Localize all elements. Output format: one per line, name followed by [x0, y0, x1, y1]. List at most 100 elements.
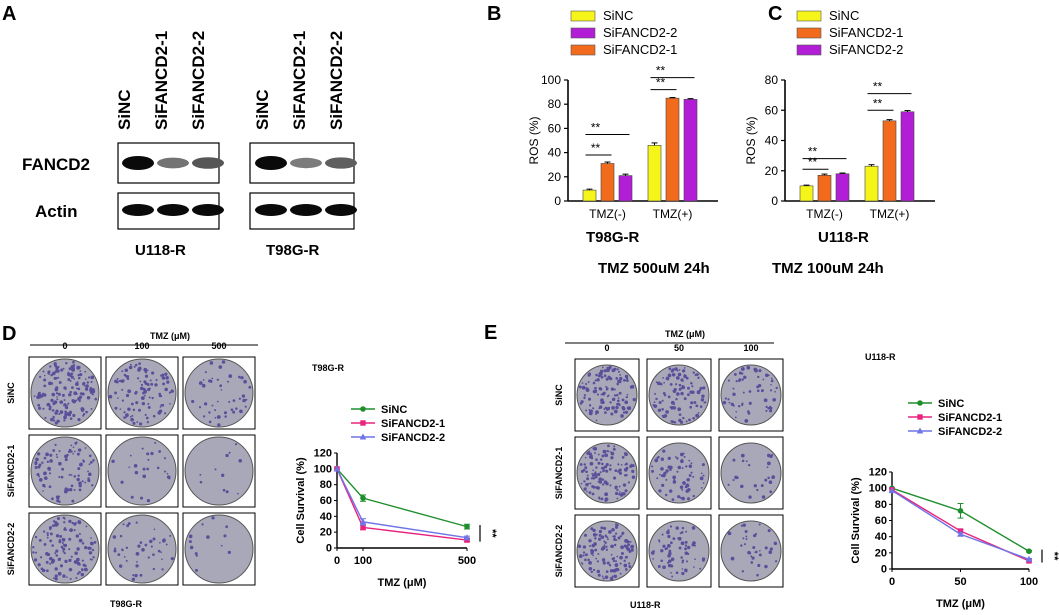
colony-dot	[58, 476, 61, 478]
colony-dot	[604, 465, 608, 469]
colony-dot	[34, 466, 38, 470]
colony-dot	[681, 568, 684, 570]
colony-dot	[34, 462, 38, 466]
x-axis-label: TMZ (μM)	[378, 577, 427, 589]
data-point	[957, 508, 964, 514]
colony-dot	[578, 554, 583, 559]
colony-dot	[756, 488, 759, 492]
colony-dot	[208, 411, 211, 414]
colony-dot	[125, 413, 129, 417]
dose-label: 0	[604, 343, 609, 353]
colony-dot	[46, 554, 49, 556]
colony-dot	[598, 405, 603, 409]
colony-dot	[699, 476, 704, 481]
colony-dot	[85, 525, 88, 528]
colony-dot	[600, 467, 603, 470]
colony-dot	[132, 574, 135, 577]
colony-dot	[143, 394, 146, 397]
colony-dot	[141, 447, 144, 450]
colony-dot	[617, 379, 621, 383]
colony-dot	[79, 462, 83, 467]
colony-dot	[740, 453, 745, 458]
colony-dot	[680, 556, 683, 559]
colony-dot	[674, 367, 678, 371]
colony-dot	[226, 380, 229, 383]
colony-dot	[73, 378, 75, 380]
colony-dot	[589, 482, 592, 485]
colony-dot	[622, 407, 626, 411]
colony-dot	[612, 559, 615, 563]
colony-dot	[663, 394, 667, 397]
colony-dot	[616, 488, 619, 492]
colony-dot	[597, 553, 600, 555]
colony-dot	[132, 421, 136, 425]
colony-dot	[52, 402, 56, 405]
colony-dot	[68, 410, 73, 414]
colony-dot	[65, 529, 68, 531]
colony-dot	[745, 535, 748, 538]
colony-dot	[604, 492, 608, 497]
colony-dot	[85, 410, 88, 414]
colony-dot	[34, 551, 37, 554]
colony-dot	[51, 544, 54, 547]
colony-dot	[583, 463, 586, 466]
colony-dot	[664, 493, 668, 497]
colony-dot	[84, 447, 87, 449]
colony-dot	[765, 409, 768, 412]
colony-dot	[62, 516, 65, 519]
colony-dot	[585, 470, 588, 474]
colony-dot	[694, 544, 697, 547]
colony-dot	[203, 402, 208, 406]
data-point	[916, 427, 924, 434]
data-point	[1025, 555, 1033, 562]
colony-dot	[605, 548, 608, 551]
colony-dot	[129, 415, 132, 418]
colony-dot	[671, 373, 676, 377]
colony-dot	[760, 484, 764, 487]
colony-dot	[597, 573, 601, 577]
colony-dot	[624, 374, 629, 379]
colony-dot	[588, 450, 591, 453]
colony-dot	[681, 384, 684, 387]
colony-dot	[679, 496, 682, 499]
colony-dot	[146, 452, 150, 456]
colony-dot	[78, 484, 82, 488]
colony-dot	[77, 418, 81, 422]
colony-dot	[608, 467, 612, 471]
colony-dot	[750, 561, 754, 564]
colony-dot	[74, 551, 78, 555]
colony-dot	[216, 378, 219, 381]
legend-label: SiFANCD2-2	[603, 25, 677, 40]
colony-dot	[43, 374, 46, 377]
colony-dot	[115, 380, 119, 384]
colony-dot	[740, 524, 744, 527]
colony-dot	[769, 409, 773, 413]
colony-dot	[137, 368, 141, 372]
colony-dot	[613, 445, 616, 448]
colony-dot	[587, 558, 590, 562]
colony-dot	[600, 393, 603, 396]
colony-dot	[618, 471, 622, 475]
colony-dot	[585, 409, 588, 412]
colony-dot	[690, 471, 693, 474]
colony-dot	[228, 451, 231, 454]
colony-dot	[628, 562, 631, 565]
colony-dot	[223, 534, 227, 538]
colony-dot	[687, 393, 690, 397]
x-tick-label: TMZ(-)	[589, 207, 626, 221]
colony-dot	[597, 480, 600, 483]
colony-dot	[605, 377, 609, 381]
colony-dot	[591, 492, 595, 496]
colony-dot	[629, 385, 633, 389]
colony-dot	[672, 475, 676, 480]
colony-dot	[727, 398, 730, 401]
colony-dot	[48, 407, 52, 411]
colony-dot	[168, 391, 172, 394]
colony-dot	[623, 452, 627, 455]
colony-dot	[88, 551, 93, 555]
colony-dot	[89, 546, 92, 550]
bar-cell-label: T98G-R	[586, 229, 640, 246]
colony-dot	[70, 376, 74, 379]
band-actin	[325, 204, 357, 216]
